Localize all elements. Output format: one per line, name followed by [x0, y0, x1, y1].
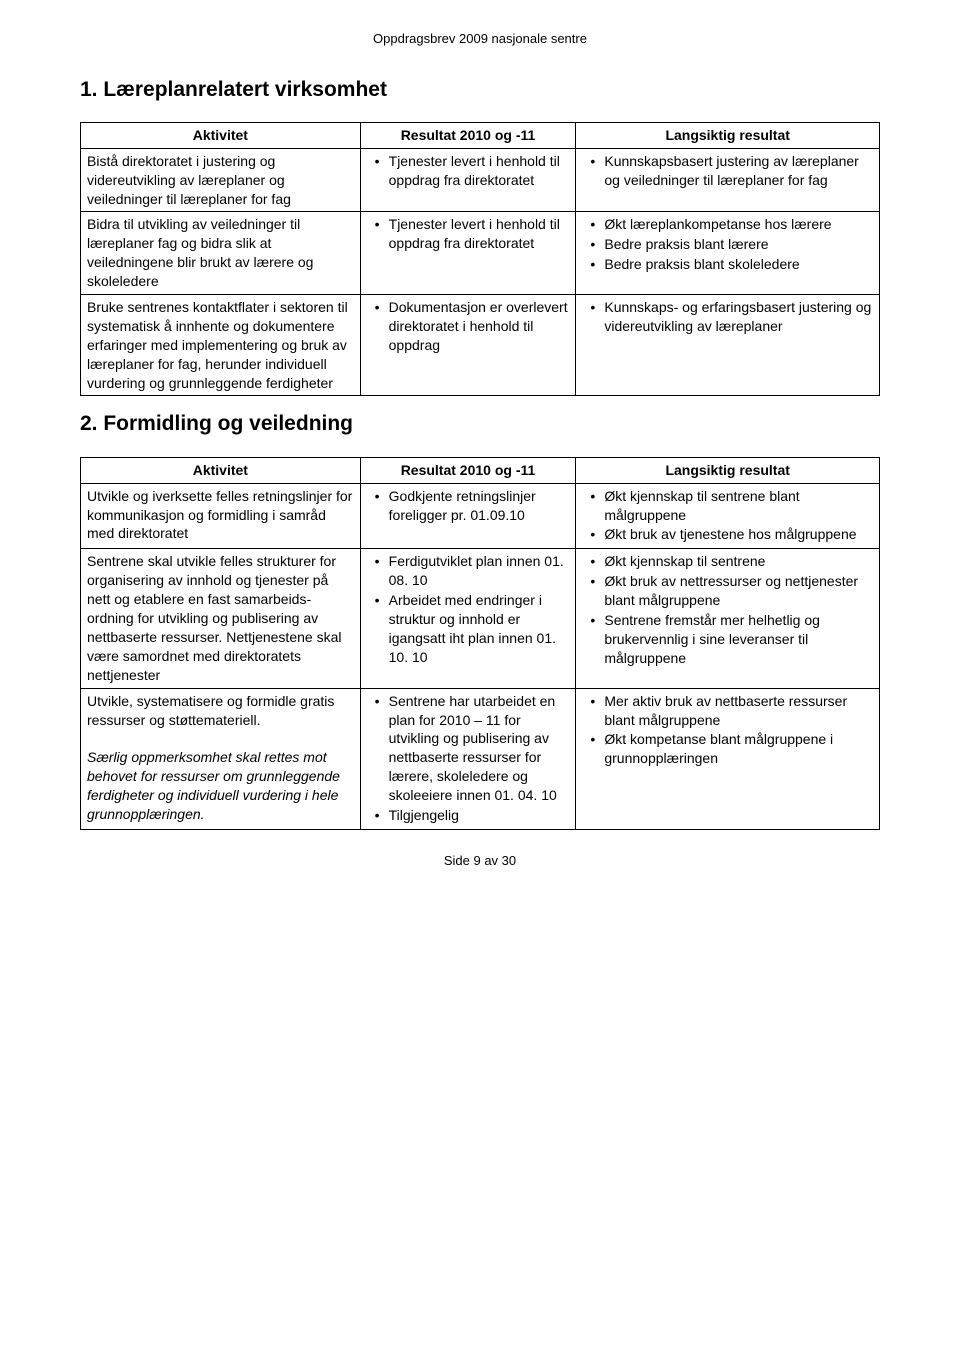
table-row: Sentrene skal utvikle felles strukturer … — [81, 549, 880, 688]
list-item: Ferdigutviklet plan innen 01. 08. 10 — [367, 552, 570, 590]
col-header-langsiktig: Langsiktig resultat — [576, 122, 880, 148]
activity-italic: Særlig oppmerksomhet skal rettes mot beh… — [87, 749, 340, 822]
cell-longterm: Kunnskapsbasert justering av læreplaner … — [576, 148, 880, 212]
cell-activity: Utvikle, systematisere og formidle grati… — [81, 688, 361, 829]
cell-result: Tjenester levert i henhold til oppdrag f… — [360, 148, 576, 212]
cell-result: Dokumentasjon er overlevert direktoratet… — [360, 295, 576, 396]
list-item: Arbeidet med endringer i struktur og inn… — [367, 591, 570, 667]
col-header-aktivitet: Aktivitet — [81, 122, 361, 148]
list-item: Økt kjennskap til sentrene blant målgrup… — [582, 487, 873, 525]
list-item: Økt bruk av tjenestene hos målgruppene — [582, 525, 873, 544]
cell-longterm: Økt kjennskap til sentrene blant målgrup… — [576, 483, 880, 549]
table-row: Utvikle og iverksette felles retningslin… — [81, 483, 880, 549]
list-item: Mer aktiv bruk av nettbaserte ressurser … — [582, 692, 873, 730]
cell-result: Godkjente retningslinjer foreligger pr. … — [360, 483, 576, 549]
table-row: Utvikle, systematisere og formidle grati… — [81, 688, 880, 829]
col-header-resultat: Resultat 2010 og -11 — [360, 122, 576, 148]
list-item: Økt læreplankompetanse hos lærere — [582, 215, 873, 234]
list-item: Tilgjengelig — [367, 806, 570, 825]
col-header-aktivitet: Aktivitet — [81, 457, 361, 483]
cell-longterm: Mer aktiv bruk av nettbaserte ressurser … — [576, 688, 880, 829]
table-row: Bidra til utvikling av veiledninger til … — [81, 212, 880, 295]
list-item: Økt kompetanse blant målgruppene i grunn… — [582, 730, 873, 768]
list-item: Godkjente retningslinjer foreligger pr. … — [367, 487, 570, 525]
cell-longterm: Økt læreplankompetanse hos lærereBedre p… — [576, 212, 880, 295]
section2-title: 2. Formidling og veiledning — [80, 410, 880, 438]
document-header: Oppdragsbrev 2009 nasjonale sentre — [80, 30, 880, 48]
list-item: Tjenester levert i henhold til oppdrag f… — [367, 152, 570, 190]
activity-plain: Utvikle, systematisere og formidle grati… — [87, 693, 334, 728]
page-footer: Side 9 av 30 — [80, 852, 880, 870]
table-row: Bruke sentrenes kontaktflater i sektoren… — [81, 295, 880, 396]
list-item: Tjenester levert i henhold til oppdrag f… — [367, 215, 570, 253]
table-section2: Aktivitet Resultat 2010 og -11 Langsikti… — [80, 457, 880, 830]
table-row: Bistå direktoratet i justering og videre… — [81, 148, 880, 212]
list-item: Kunnskaps- og erfaringsbasert justering … — [582, 298, 873, 336]
list-item: Bedre praksis blant skoleledere — [582, 255, 873, 274]
cell-activity: Bruke sentrenes kontaktflater i sektoren… — [81, 295, 361, 396]
cell-activity: Utvikle og iverksette felles retningslin… — [81, 483, 361, 549]
list-item: Sentrene fremstår mer helhetlig og bruke… — [582, 611, 873, 668]
list-item: Sentrene har utarbeidet en plan for 2010… — [367, 692, 570, 805]
list-item: Kunnskapsbasert justering av læreplaner … — [582, 152, 873, 190]
list-item: Økt bruk av nettressurser og nettjeneste… — [582, 572, 873, 610]
cell-longterm: Økt kjennskap til sentreneØkt bruk av ne… — [576, 549, 880, 688]
cell-longterm: Kunnskaps- og erfaringsbasert justering … — [576, 295, 880, 396]
list-item: Dokumentasjon er overlevert direktoratet… — [367, 298, 570, 355]
cell-result: Tjenester levert i henhold til oppdrag f… — [360, 212, 576, 295]
table-header-row: Aktivitet Resultat 2010 og -11 Langsikti… — [81, 457, 880, 483]
col-header-resultat: Resultat 2010 og -11 — [360, 457, 576, 483]
list-item: Økt kjennskap til sentrene — [582, 552, 873, 571]
section1-title: 1. Læreplanrelatert virksomhet — [80, 76, 880, 104]
list-item: Bedre praksis blant lærere — [582, 235, 873, 254]
cell-activity: Bistå direktoratet i justering og videre… — [81, 148, 361, 212]
cell-result: Sentrene har utarbeidet en plan for 2010… — [360, 688, 576, 829]
cell-result: Ferdigutviklet plan innen 01. 08. 10Arbe… — [360, 549, 576, 688]
cell-activity: Sentrene skal utvikle felles strukturer … — [81, 549, 361, 688]
cell-activity: Bidra til utvikling av veiledninger til … — [81, 212, 361, 295]
col-header-langsiktig: Langsiktig resultat — [576, 457, 880, 483]
table-section1: Aktivitet Resultat 2010 og -11 Langsikti… — [80, 122, 880, 397]
table-header-row: Aktivitet Resultat 2010 og -11 Langsikti… — [81, 122, 880, 148]
